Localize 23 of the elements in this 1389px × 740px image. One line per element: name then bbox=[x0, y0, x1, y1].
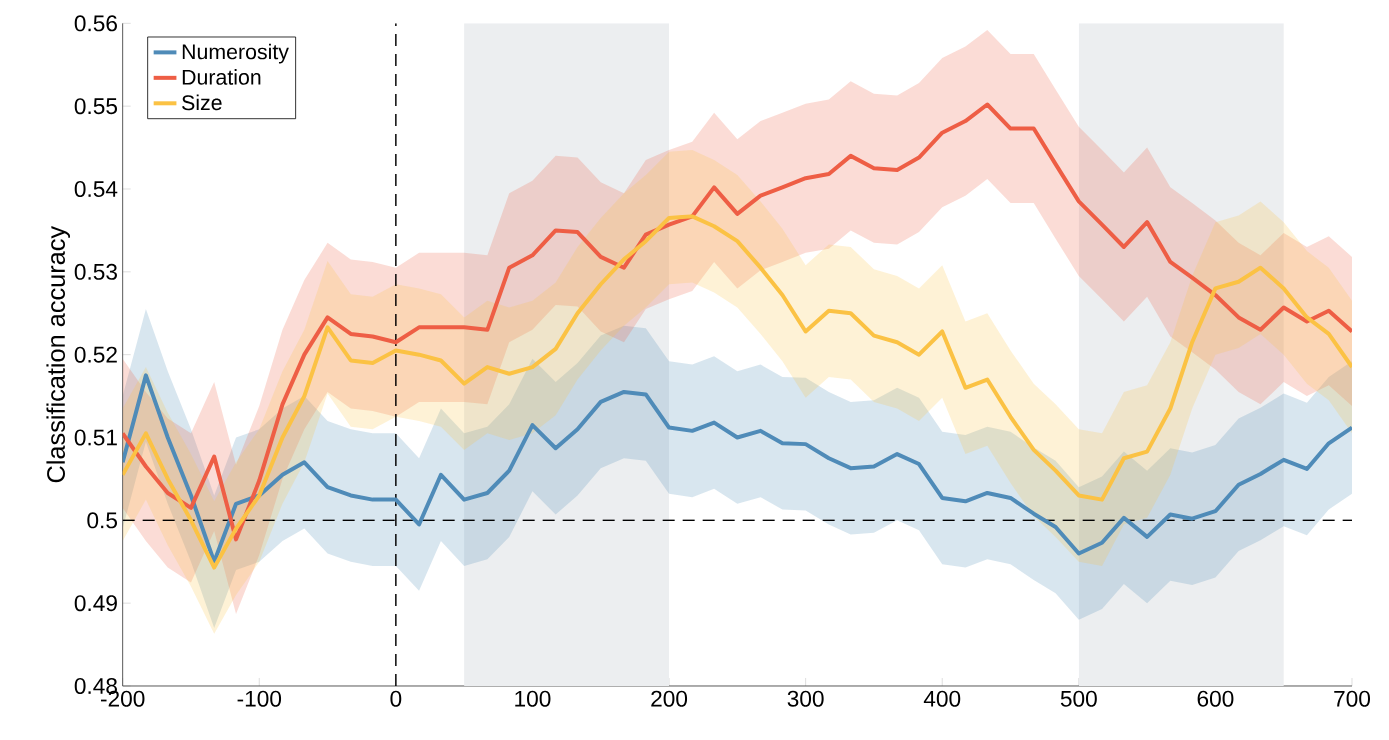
x-tick-label: 200 bbox=[651, 690, 688, 707]
y-tick-label: 0.55 bbox=[74, 98, 117, 115]
x-tick-label: -100 bbox=[237, 690, 282, 707]
y-tick-label: 0.49 bbox=[74, 595, 117, 612]
y-tick-label: 0.51 bbox=[74, 429, 117, 446]
legend-label: Numerosity bbox=[182, 43, 289, 64]
x-tick-label: 100 bbox=[515, 690, 551, 707]
line-series bbox=[122, 214, 1352, 570]
x-tick-label: 700 bbox=[1334, 690, 1371, 707]
y-tick-label: 0.5 bbox=[87, 512, 117, 529]
x-tick-label: 600 bbox=[1197, 690, 1234, 707]
y-tick-label: 0.53 bbox=[74, 263, 117, 280]
line-series bbox=[122, 373, 1352, 564]
y-axis-title: Classification accuracy bbox=[46, 225, 71, 483]
legend-label: Size bbox=[182, 94, 222, 111]
y-tick-label: 0.56 bbox=[74, 15, 117, 32]
x-tick-label: 400 bbox=[923, 690, 961, 707]
y-tick-label: 0.52 bbox=[74, 346, 117, 363]
legend-label: Duration bbox=[182, 69, 261, 85]
x-tick-label: 500 bbox=[1060, 690, 1097, 707]
x-tick-label: 300 bbox=[787, 690, 824, 707]
x-tick-label: 0 bbox=[390, 690, 402, 707]
y-tick-label: 0.54 bbox=[74, 180, 118, 198]
